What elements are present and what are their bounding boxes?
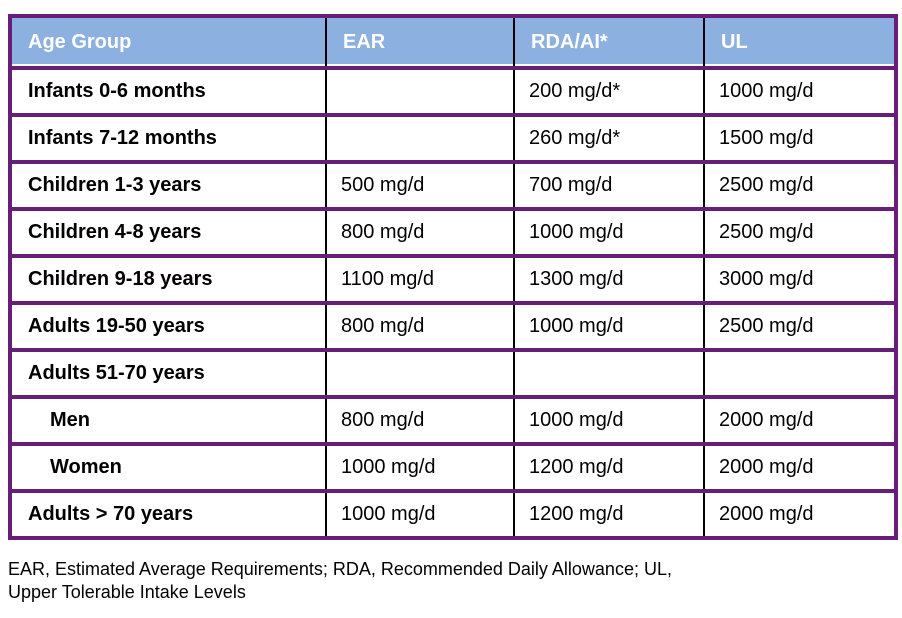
- ul-cell: 2000 mg/d: [703, 395, 896, 446]
- table-row: Adults > 70 years 1000 mg/d 1200 mg/d 20…: [10, 489, 896, 540]
- row-label: Adults > 70 years: [10, 489, 326, 540]
- rda-cell: 1200 mg/d: [513, 442, 704, 493]
- ear-cell: [325, 113, 514, 164]
- ul-cell: 1500 mg/d: [703, 113, 896, 164]
- rda-cell: 200 mg/d*: [513, 66, 704, 117]
- rda-cell: 260 mg/d*: [513, 113, 704, 164]
- column-header-ear: EAR: [325, 14, 514, 70]
- ul-cell: 3000 mg/d: [703, 254, 896, 305]
- row-label: Children 9-18 years: [10, 254, 326, 305]
- ul-cell: 2000 mg/d: [703, 442, 896, 493]
- rda-cell: 1000 mg/d: [513, 301, 704, 352]
- table-row: Men 800 mg/d 1000 mg/d 2000 mg/d: [10, 395, 896, 446]
- ear-cell: 1000 mg/d: [325, 489, 514, 540]
- row-label: Adults 51-70 years: [10, 348, 326, 399]
- rda-cell: 700 mg/d: [513, 160, 704, 211]
- rda-cell: 1200 mg/d: [513, 489, 704, 540]
- ul-cell: 1000 mg/d: [703, 66, 896, 117]
- row-label: Men: [10, 395, 326, 446]
- row-label: Infants 7-12 months: [10, 113, 326, 164]
- row-label: Infants 0-6 months: [10, 66, 326, 117]
- ear-cell: 800 mg/d: [325, 395, 514, 446]
- header-row: Age Group EAR RDA/AI* UL: [10, 14, 896, 70]
- ear-cell: 1000 mg/d: [325, 442, 514, 493]
- calcium-intake-table: Age Group EAR RDA/AI* UL Infants 0-6 mon…: [8, 14, 898, 540]
- rda-cell: 1000 mg/d: [513, 395, 704, 446]
- table-row: Children 9-18 years 1100 mg/d 1300 mg/d …: [10, 254, 896, 305]
- rda-cell: 1300 mg/d: [513, 254, 704, 305]
- ear-cell: [325, 66, 514, 117]
- table-row: Children 4-8 years 800 mg/d 1000 mg/d 25…: [10, 207, 896, 258]
- ul-cell: 2500 mg/d: [703, 160, 896, 211]
- table-row: Infants 0-6 months 200 mg/d* 1000 mg/d: [10, 66, 896, 117]
- ul-cell: [703, 348, 896, 399]
- table-row: Adults 51-70 years: [10, 348, 896, 399]
- column-header-age-group: Age Group: [10, 14, 326, 70]
- rda-cell: 1000 mg/d: [513, 207, 704, 258]
- row-label: Children 4-8 years: [10, 207, 326, 258]
- column-header-ul: UL: [703, 14, 896, 70]
- footnote-line-1: EAR, Estimated Average Requirements; RDA…: [8, 559, 672, 579]
- ul-cell: 2500 mg/d: [703, 301, 896, 352]
- row-label: Women: [10, 442, 326, 493]
- ul-cell: 2000 mg/d: [703, 489, 896, 540]
- ear-cell: 800 mg/d: [325, 207, 514, 258]
- table-row: Women 1000 mg/d 1200 mg/d 2000 mg/d: [10, 442, 896, 493]
- ear-cell: 800 mg/d: [325, 301, 514, 352]
- intake-table-container: Age Group EAR RDA/AI* UL Infants 0-6 mon…: [8, 14, 898, 540]
- footnote-line-2: Upper Tolerable Intake Levels: [8, 582, 246, 602]
- row-label: Children 1-3 years: [10, 160, 326, 211]
- abbreviations-footnote: EAR, Estimated Average Requirements; RDA…: [8, 558, 672, 604]
- table-row: Children 1-3 years 500 mg/d 700 mg/d 250…: [10, 160, 896, 211]
- ear-cell: 500 mg/d: [325, 160, 514, 211]
- ul-cell: 2500 mg/d: [703, 207, 896, 258]
- column-header-rda-ai: RDA/AI*: [513, 14, 704, 70]
- ear-cell: 1100 mg/d: [325, 254, 514, 305]
- table-row: Adults 19-50 years 800 mg/d 1000 mg/d 25…: [10, 301, 896, 352]
- rda-cell: [513, 348, 704, 399]
- table-row: Infants 7-12 months 260 mg/d* 1500 mg/d: [10, 113, 896, 164]
- ear-cell: [325, 348, 514, 399]
- row-label: Adults 19-50 years: [10, 301, 326, 352]
